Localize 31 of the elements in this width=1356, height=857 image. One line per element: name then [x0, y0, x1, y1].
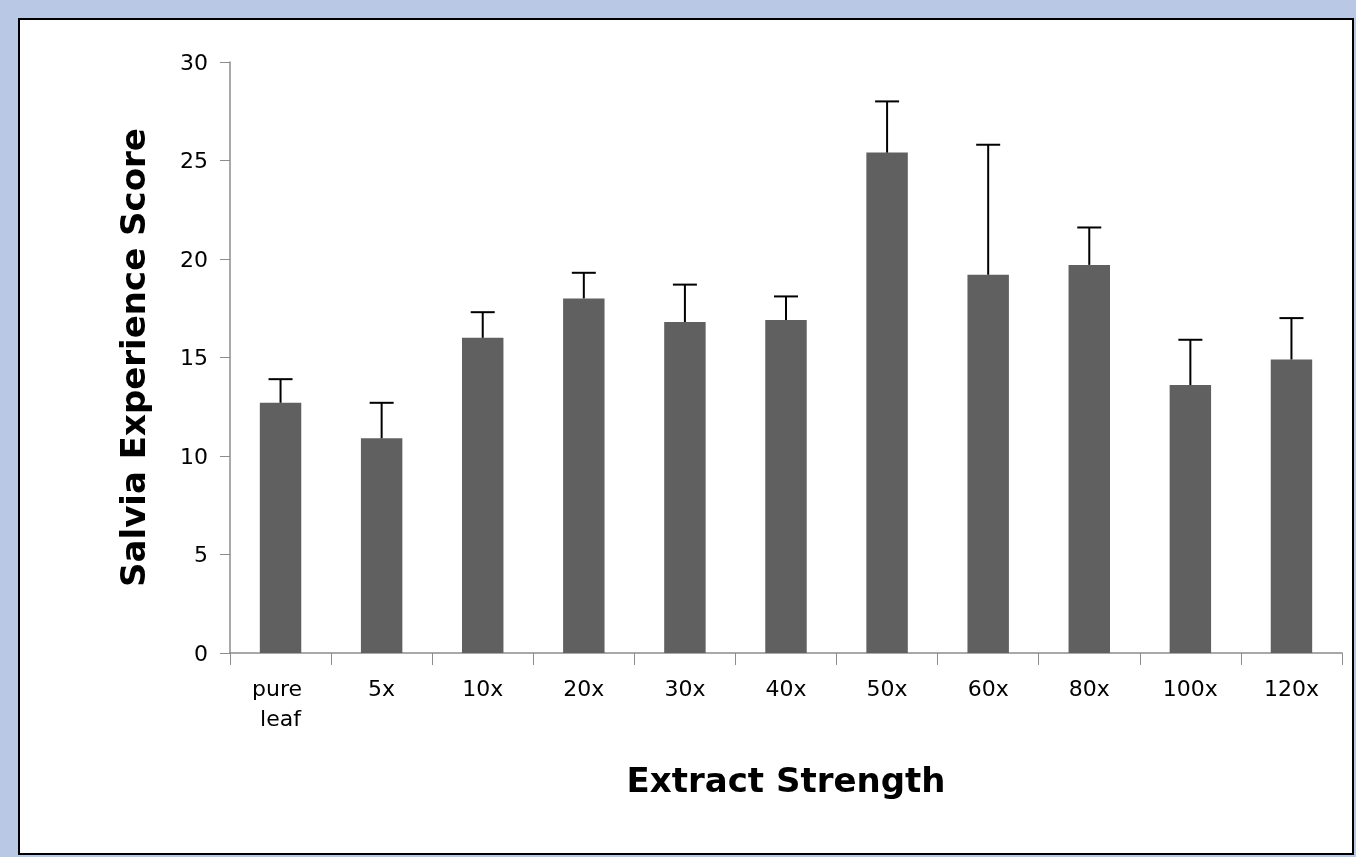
bar [563, 298, 605, 653]
bar [360, 438, 403, 653]
bar [765, 320, 807, 653]
y-tick-label: 0 [194, 640, 208, 666]
x-tick-label: 80x [1068, 675, 1110, 701]
y-axis-title: Salvia Experience Score [113, 128, 153, 587]
x-tick-label: 5x [368, 675, 396, 701]
bar [1068, 264, 1110, 653]
bar [967, 274, 1009, 653]
bar [1270, 359, 1313, 653]
x-tick-label: 60x [967, 675, 1009, 701]
bar [259, 402, 302, 653]
bar [866, 152, 908, 653]
x-tick-label: 20x [563, 675, 605, 701]
x-tick-label: 120x [1263, 675, 1319, 701]
x-tick-label: 50x [866, 675, 908, 701]
x-tick-label: 40x [765, 675, 807, 701]
y-tick-label: 15 [180, 345, 208, 370]
bar [462, 337, 504, 653]
bar [664, 322, 706, 653]
x-axis-title: Extract Strength [626, 760, 946, 800]
x-tick-label: 30x [664, 675, 706, 701]
x-tick-label: pure leaf [252, 675, 310, 731]
x-tick-label: 10x [462, 675, 504, 701]
y-tick-label: 25 [180, 148, 208, 173]
bar [1169, 385, 1212, 653]
y-tick-label: 20 [180, 246, 208, 272]
y-tick-label: 30 [180, 49, 208, 75]
y-tick-label: 5 [194, 542, 208, 567]
y-tick-label: 10 [180, 443, 208, 469]
x-tick-label: 100x [1162, 675, 1218, 701]
